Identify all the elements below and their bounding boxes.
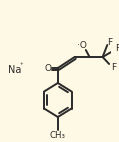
- Text: CH₃: CH₃: [50, 131, 66, 140]
- Text: Na: Na: [8, 65, 22, 75]
- Text: O: O: [44, 64, 51, 73]
- Text: ⁺: ⁺: [20, 63, 24, 69]
- Text: F: F: [111, 62, 116, 72]
- Text: ·O: ·O: [77, 40, 87, 50]
- Text: F: F: [115, 43, 119, 53]
- Text: F: F: [108, 37, 113, 46]
